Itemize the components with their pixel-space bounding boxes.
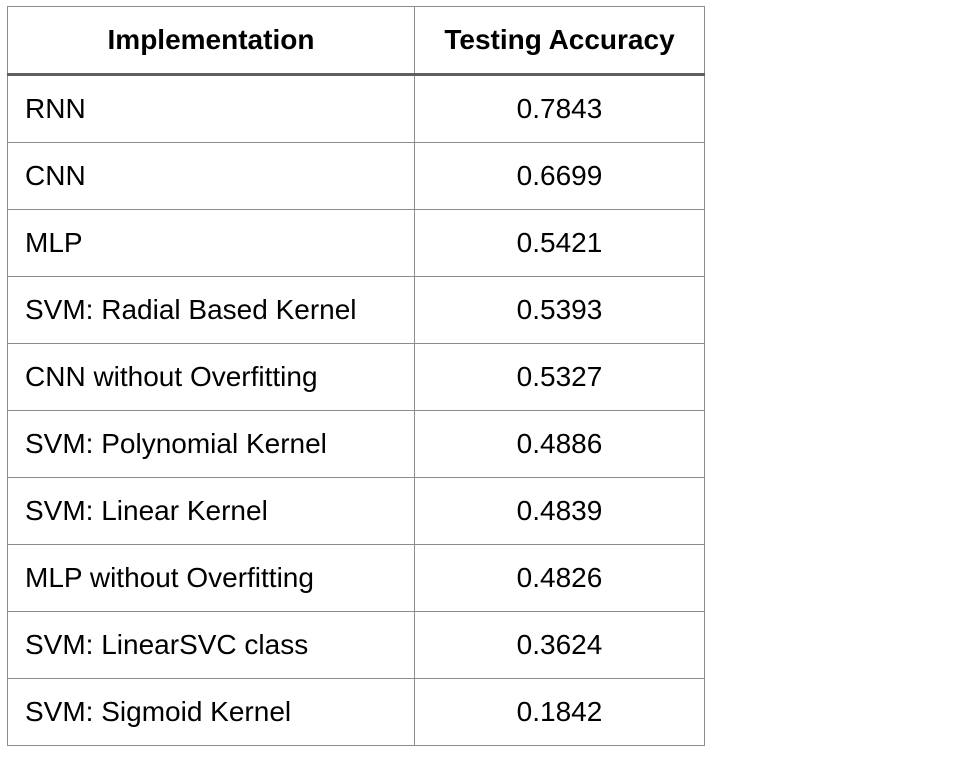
accuracy-cell: 0.6699 [414, 142, 705, 210]
implementation-cell: CNN [7, 142, 415, 210]
implementation-cell: SVM: Linear Kernel [7, 477, 415, 545]
accuracy-cell: 0.5421 [414, 209, 705, 277]
implementation-cell: MLP without Overfitting [7, 544, 415, 612]
implementation-cell: MLP [7, 209, 415, 277]
accuracy-cell: 0.4826 [414, 544, 705, 612]
implementation-cell: SVM: Sigmoid Kernel [7, 678, 415, 746]
table-body: RNN 0.7843 CNN 0.6699 MLP 0.5421 SVM: Ra… [7, 74, 705, 746]
header-implementation: Implementation [7, 6, 415, 76]
accuracy-cell: 0.7843 [414, 74, 705, 143]
accuracy-cell: 0.4886 [414, 410, 705, 478]
implementation-cell: SVM: Radial Based Kernel [7, 276, 415, 344]
table-row: SVM: Linear Kernel 0.4839 [7, 477, 705, 545]
accuracy-cell: 0.1842 [414, 678, 705, 746]
table-row: CNN without Overfitting 0.5327 [7, 343, 705, 411]
table-row: SVM: Sigmoid Kernel 0.1842 [7, 678, 705, 746]
table-header: Implementation Testing Accuracy [7, 6, 705, 76]
table-row: SVM: LinearSVC class 0.3624 [7, 611, 705, 679]
table-row: MLP without Overfitting 0.4826 [7, 544, 705, 612]
accuracy-cell: 0.5393 [414, 276, 705, 344]
implementation-cell: CNN without Overfitting [7, 343, 415, 411]
header-testing-accuracy: Testing Accuracy [414, 6, 705, 76]
table-row: CNN 0.6699 [7, 142, 705, 210]
implementation-cell: RNN [7, 74, 415, 143]
accuracy-cell: 0.3624 [414, 611, 705, 679]
table-row: MLP 0.5421 [7, 209, 705, 277]
accuracy-cell: 0.5327 [414, 343, 705, 411]
accuracy-cell: 0.4839 [414, 477, 705, 545]
implementation-cell: SVM: Polynomial Kernel [7, 410, 415, 478]
implementation-cell: SVM: LinearSVC class [7, 611, 415, 679]
table-row: SVM: Polynomial Kernel 0.4886 [7, 410, 705, 478]
table-row: RNN 0.7843 [7, 74, 705, 143]
results-table: Implementation Testing Accuracy RNN 0.78… [7, 6, 705, 746]
header-row: Implementation Testing Accuracy [7, 6, 705, 76]
table-row: SVM: Radial Based Kernel 0.5393 [7, 276, 705, 344]
